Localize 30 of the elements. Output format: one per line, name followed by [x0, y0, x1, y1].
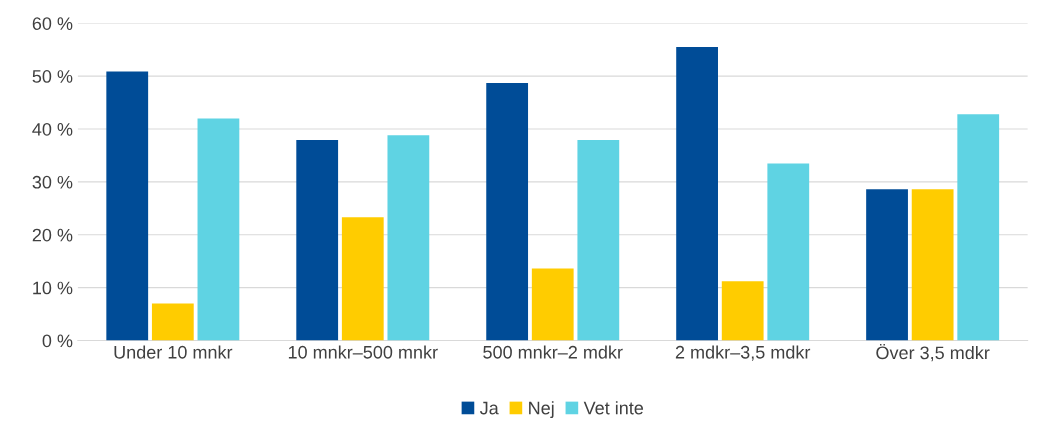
y-tick-label: 40 % — [32, 122, 73, 136]
y-tick-label: 20 % — [32, 228, 73, 242]
bar — [341, 217, 384, 341]
y-tick-label: 60 % — [32, 17, 73, 30]
x-tick-label: Under 10 mnkr — [114, 345, 233, 359]
x-tick-label: 2 mdkr–3,5 mdkr — [675, 345, 811, 361]
bar — [151, 303, 194, 341]
legend-label: Nej — [529, 401, 554, 419]
bar — [531, 268, 574, 341]
bar — [676, 47, 718, 341]
y-tick-label: 0 % — [42, 334, 73, 348]
bar — [721, 281, 764, 341]
bar — [767, 163, 810, 341]
bar — [387, 135, 430, 341]
legend-label: Ja — [479, 401, 499, 415]
bar — [106, 71, 149, 341]
x-tick-label: 10 mnkr–500 mnkr — [288, 345, 438, 359]
y-tick-label: 50 % — [32, 70, 73, 83]
bar — [486, 83, 529, 341]
x-tick-label: Över 3,5 mdkr — [876, 343, 990, 362]
bar — [911, 189, 954, 341]
x-tick-label: 500 mnkr–2 mdkr — [483, 345, 623, 359]
bar — [866, 189, 908, 341]
y-tick-label: 30 % — [32, 175, 73, 189]
bar — [197, 118, 240, 341]
bar — [577, 140, 620, 341]
bar — [957, 114, 1000, 341]
bar — [296, 140, 339, 341]
legend-label: Vet inte — [583, 401, 644, 415]
y-tick-label: 10 % — [33, 281, 73, 295]
